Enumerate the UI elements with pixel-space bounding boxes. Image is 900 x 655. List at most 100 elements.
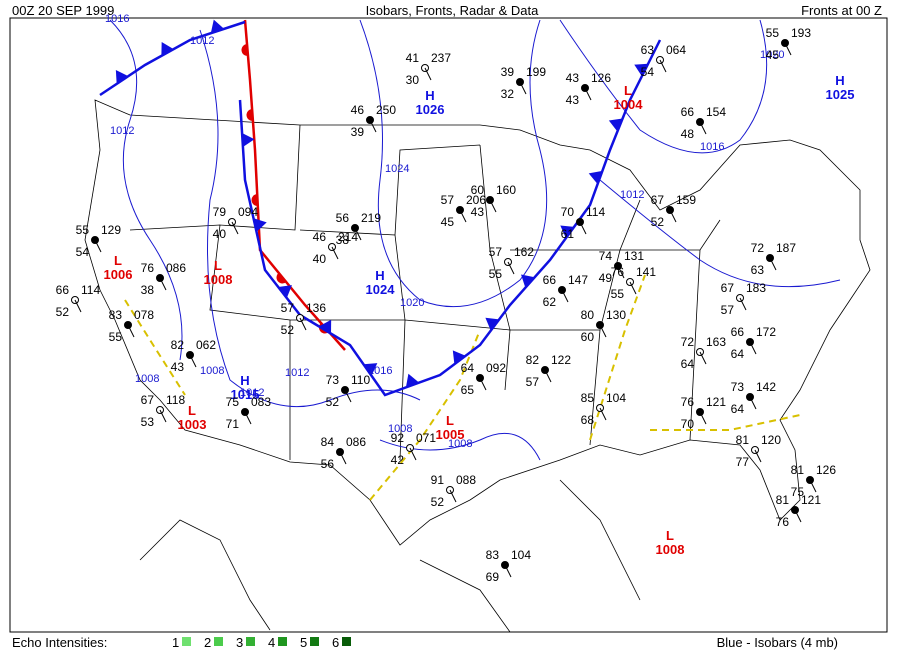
station-dew: 38 xyxy=(141,283,155,297)
station-dew: 49 xyxy=(599,271,613,285)
wind-barb xyxy=(504,564,512,578)
echo-level: 2 xyxy=(204,635,211,650)
wind-barb xyxy=(159,409,167,423)
isobar-label: 1012 xyxy=(620,189,644,201)
station-pressure: 162 xyxy=(514,245,534,259)
isobar-label: 1012 xyxy=(285,367,309,379)
warm-front-barb xyxy=(251,194,258,206)
station-dew: 52 xyxy=(281,323,295,337)
isobar-label: 1016 xyxy=(105,13,129,25)
station-pressure: 083 xyxy=(251,395,271,409)
wind-barb xyxy=(794,509,802,523)
wind-barb xyxy=(739,297,747,311)
station-pressure: 104 xyxy=(511,548,531,562)
station-temp: 91 xyxy=(431,473,445,487)
station-temp: 64 xyxy=(461,361,475,375)
station-pressure: 160 xyxy=(496,183,516,197)
station-pressure: 122 xyxy=(551,353,571,367)
station-temp: 46 xyxy=(351,103,365,117)
station-pressure: 159 xyxy=(676,193,696,207)
station-pressure: 193 xyxy=(791,26,811,40)
station-pressure: 136 xyxy=(306,301,326,315)
echo-level: 6 xyxy=(332,635,339,650)
wind-barb xyxy=(629,281,637,295)
wind-barb xyxy=(127,324,135,338)
station-dew: 71 xyxy=(226,417,240,431)
station-pressure: 129 xyxy=(101,223,121,237)
wind-barb xyxy=(699,121,707,135)
header-left: 00Z 20 SEP 1999 xyxy=(12,3,114,18)
station-pressure: 183 xyxy=(746,281,766,295)
center-pressure: 1005 xyxy=(436,427,465,442)
cold-front-barb xyxy=(634,63,649,77)
station-dew: 55 xyxy=(109,330,123,344)
echo-level: 1 xyxy=(172,635,179,650)
isobar-label: 1008 xyxy=(200,365,224,377)
echo-level: 3 xyxy=(236,635,243,650)
station-pressure: 131 xyxy=(624,249,644,263)
station-dew: 61 xyxy=(561,227,575,241)
isobar-label: 1024 xyxy=(385,163,409,175)
station-temp: 72 xyxy=(681,335,695,349)
station-dew: 52 xyxy=(651,215,665,229)
station-pressure: 172 xyxy=(756,325,776,339)
station-temp: 66 xyxy=(543,273,557,287)
station-temp: 76 xyxy=(681,395,695,409)
station-pressure: 126 xyxy=(591,71,611,85)
station-pressure: 120 xyxy=(761,433,781,447)
echo-label: Echo Intensities: xyxy=(12,635,107,650)
station-dew: 57 xyxy=(721,303,735,317)
echo-swatch xyxy=(246,637,255,646)
cold-front-barb xyxy=(363,363,378,376)
footer-right: Blue - Isobars (4 mb) xyxy=(717,635,838,650)
station-pressure: 130 xyxy=(606,308,626,322)
wind-barb xyxy=(749,396,757,410)
wind-barb xyxy=(231,221,239,235)
cold-front-barb xyxy=(242,133,255,147)
station-temp: 83 xyxy=(486,548,500,562)
station-pressure: 094 xyxy=(238,205,258,219)
station-temp: 67 xyxy=(721,281,735,295)
wind-barb xyxy=(754,449,762,463)
station-dew: 64 xyxy=(681,357,695,371)
wind-barb xyxy=(599,324,607,338)
center-letter: L xyxy=(666,528,674,543)
cold-front-barb xyxy=(405,373,420,388)
isobar-label: 1016 xyxy=(368,365,392,377)
wind-barb xyxy=(449,489,457,503)
wind-barb xyxy=(579,221,587,235)
wind-barb xyxy=(409,447,417,461)
station-dew: 45 xyxy=(766,48,780,62)
station-pressure: 114 xyxy=(586,205,605,219)
station-pressure: 237 xyxy=(431,51,451,65)
wind-barb xyxy=(599,407,607,421)
wind-barb xyxy=(189,354,197,368)
station-dew: 68 xyxy=(581,413,595,427)
header-center: Isobars, Fronts, Radar & Data xyxy=(366,3,539,18)
center-letter: H xyxy=(835,73,844,88)
wind-barb xyxy=(659,59,667,73)
station-temp: 81 xyxy=(736,433,750,447)
center-letter: L xyxy=(114,253,122,268)
station-temp: 43 xyxy=(566,71,580,85)
station-pressure: 110 xyxy=(351,373,370,387)
station-dew: 52 xyxy=(431,495,445,509)
wind-barb xyxy=(299,317,307,331)
station-temp: 46 xyxy=(313,230,327,244)
station-dew: 43 xyxy=(566,93,580,107)
isobar-label: 1012 xyxy=(190,35,214,47)
station-temp: 76 xyxy=(141,261,155,275)
fronts xyxy=(99,19,662,397)
station-dew: 63 xyxy=(751,263,765,277)
cold-front-barb xyxy=(161,42,174,56)
station-dew: 70 xyxy=(681,417,695,431)
wind-barb xyxy=(74,299,82,313)
station-dew: 64 xyxy=(731,402,745,416)
station-temp: 63 xyxy=(641,43,655,57)
isobar-label: 1016 xyxy=(700,141,724,153)
station-temp: 75 xyxy=(226,395,240,409)
warm-front-barb xyxy=(241,44,248,56)
station-dew: 43 xyxy=(171,360,185,374)
station-pressure: 163 xyxy=(706,335,726,349)
station-temp: 81 xyxy=(791,463,805,477)
